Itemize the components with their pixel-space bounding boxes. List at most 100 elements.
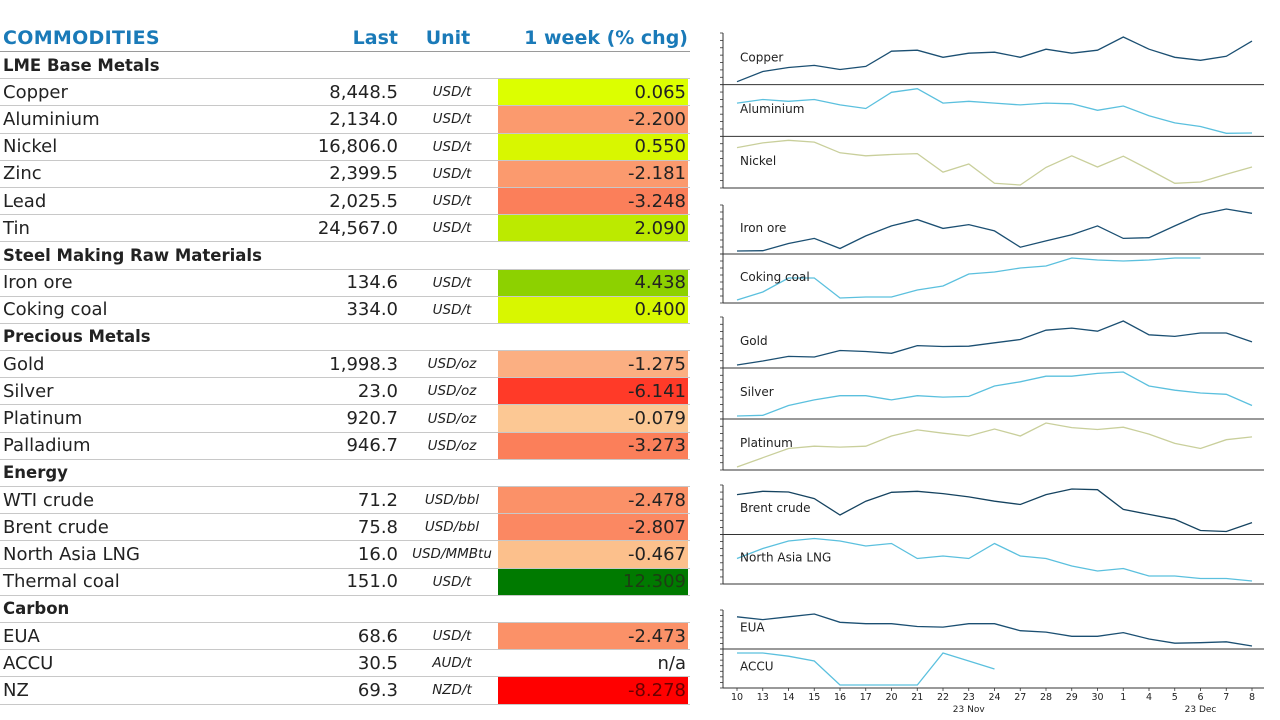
x-tick-label: 4	[1146, 692, 1152, 703]
table-row: Brent crude 75.8 USD/bbl -2.807	[0, 514, 690, 542]
x-tick-label: 7	[1223, 692, 1229, 703]
table-row: WTI crude 71.2 USD/bbl -2.478	[0, 487, 690, 515]
last-price: 151.0	[346, 571, 398, 593]
price-unit: USD/oz	[427, 437, 477, 454]
table-row: Tin 24,567.0 USD/t 2.090	[0, 215, 690, 243]
price-unit: USD/t	[432, 628, 472, 645]
x-tick-label: 10	[731, 692, 743, 703]
weekly-change: n/a	[498, 650, 688, 677]
table-row: NZ 69.3 NZD/t -8.278	[0, 677, 690, 705]
weekly-change: -8.278	[498, 677, 688, 704]
price-unit: USD/oz	[427, 383, 477, 400]
series-line-platinum	[736, 422, 1253, 468]
price-unit: USD/t	[432, 138, 472, 155]
commodity-name: NZ	[3, 679, 29, 701]
section-title: Steel Making Raw Materials	[3, 245, 262, 265]
last-price: 69.3	[357, 679, 398, 701]
column-header-unit: Unit	[425, 27, 471, 49]
table-header: COMMODITIES Last Unit 1 week (% chg)	[0, 25, 690, 52]
table-title: COMMODITIES	[3, 27, 160, 49]
section-title: Energy	[3, 463, 68, 483]
commodity-name: Platinum	[3, 408, 83, 430]
commodity-name: Palladium	[3, 435, 91, 457]
last-price: 1,998.3	[329, 353, 398, 375]
price-unit: USD/t	[432, 274, 472, 291]
price-unit: USD/oz	[427, 410, 477, 427]
last-price: 30.5	[357, 652, 398, 674]
weekly-change: -2.473	[498, 622, 688, 650]
commodity-name: Tin	[3, 217, 30, 239]
x-month-label: 23 Nov	[953, 705, 986, 715]
price-unit: USD/t	[432, 111, 472, 128]
last-price: 71.2	[357, 489, 398, 511]
x-month-label: 23 Dec	[1185, 705, 1217, 715]
commodity-name: Zinc	[3, 163, 42, 185]
series-label: Brent crude	[740, 501, 811, 515]
table-row: Lead 2,025.5 USD/t -3.248	[0, 187, 690, 216]
price-unit: USD/bbl	[424, 519, 480, 536]
weekly-change: 0.550	[498, 133, 688, 160]
last-price: 16,806.0	[317, 136, 398, 158]
last-price: 920.7	[346, 408, 398, 430]
series-label: Coking coal	[740, 270, 810, 284]
commodity-name: Iron ore	[3, 272, 73, 294]
series-line-silver	[736, 371, 1253, 417]
x-tick-label: 13	[757, 692, 769, 703]
table-row: North Asia LNG 16.0 USD/MMBtu -0.467	[0, 541, 690, 569]
series-label: Gold	[740, 334, 768, 348]
section-title: Carbon	[3, 599, 70, 619]
series-line-gold	[736, 320, 1253, 366]
commodities-table: COMMODITIES Last Unit 1 week (% chg) LME…	[0, 25, 690, 705]
weekly-change: -0.467	[498, 541, 688, 568]
series-label: Silver	[740, 385, 774, 399]
series-line-aluminium	[736, 88, 1253, 134]
x-tick-label: 29	[1066, 692, 1078, 703]
weekly-change: 4.438	[498, 269, 688, 296]
x-tick-label: 27	[1014, 692, 1026, 703]
last-price: 16.0	[357, 543, 398, 565]
last-price: 2,134.0	[329, 108, 398, 130]
weekly-change: -3.273	[498, 432, 688, 459]
column-header-last: Last	[352, 27, 398, 49]
weekly-change: -2.478	[498, 487, 688, 514]
weekly-change: -6.141	[498, 378, 688, 405]
series-label: Platinum	[740, 436, 793, 450]
commodity-name: Aluminium	[3, 108, 100, 130]
last-price: 2,399.5	[329, 163, 398, 185]
series-line-iron-ore	[736, 208, 1253, 252]
price-unit: USD/t	[432, 220, 472, 237]
commodity-name: WTI crude	[3, 489, 95, 511]
sparkline-charts: Copper Aluminium Nickel Iron ore Coking coal…	[720, 32, 1264, 715]
last-price: 75.8	[357, 516, 398, 538]
weekly-change: 0.400	[498, 296, 688, 323]
x-tick-label: 5	[1172, 692, 1178, 703]
x-tick-label: 23	[963, 692, 975, 703]
price-unit: USD/t	[432, 301, 472, 318]
x-tick-label: 24	[988, 692, 1000, 703]
last-price: 23.0	[357, 380, 398, 402]
weekly-change: 0.065	[498, 79, 688, 106]
x-tick-label: 28	[1040, 692, 1052, 703]
weekly-change: -0.079	[498, 405, 688, 432]
last-price: 68.6	[357, 625, 398, 647]
last-price: 8,448.5	[329, 81, 398, 103]
last-price: 134.6	[346, 272, 398, 294]
table-row: Coking coal 334.0 USD/t 0.400	[0, 296, 690, 324]
commodity-name: Gold	[3, 353, 45, 375]
x-tick-label: 14	[782, 692, 794, 703]
section-header: Carbon	[0, 596, 690, 623]
series-line-accu	[737, 652, 995, 686]
x-tick-label: 30	[1091, 692, 1103, 703]
commodity-name: Copper	[3, 81, 68, 103]
weekly-change: -1.275	[498, 351, 688, 378]
series-line-coking-coal	[736, 257, 1201, 301]
x-tick-label: 22	[937, 692, 949, 703]
table-row: EUA 68.6 USD/t -2.473	[0, 622, 690, 651]
commodity-name: EUA	[3, 625, 40, 647]
series-label: North Asia LNG	[740, 551, 831, 565]
table-row: Zinc 2,399.5 USD/t -2.181	[0, 160, 690, 188]
weekly-change: -2.807	[498, 514, 688, 541]
weekly-change: -2.181	[498, 160, 688, 187]
table-row: ACCU 30.5 AUD/t n/a	[0, 650, 690, 678]
price-unit: USD/t	[432, 573, 472, 590]
